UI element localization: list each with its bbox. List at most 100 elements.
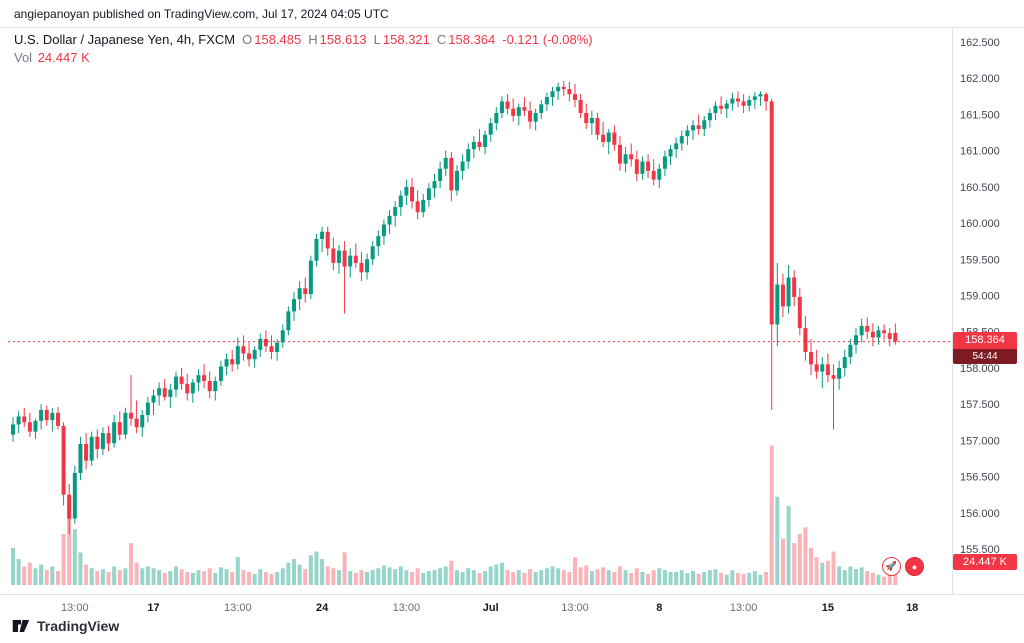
candle-body (72, 472, 77, 519)
volume-bar (106, 571, 111, 585)
volume-bar (674, 571, 679, 585)
volume-bar (145, 566, 150, 585)
candle-body (134, 418, 139, 428)
candle-body (106, 433, 111, 444)
x-axis-label[interactable]: 17 (147, 602, 159, 614)
volume-bar (353, 572, 358, 585)
candle-body (11, 424, 15, 435)
last-price-badge[interactable]: 158.364 (953, 332, 1017, 349)
reaction-bubbles[interactable]: 🚀 ● (882, 557, 924, 576)
volume-bar (460, 571, 465, 585)
low-value: 158.321 (382, 32, 430, 47)
candle-body (157, 388, 162, 396)
candle-body (657, 168, 662, 180)
candle-body (303, 288, 308, 295)
volume-bar (112, 566, 117, 585)
candle-body (730, 98, 735, 104)
volume-bar (752, 571, 757, 585)
volume-bar (713, 569, 718, 585)
x-axis-label[interactable]: 13:00 (393, 602, 421, 614)
dot-reaction-icon[interactable]: ● (905, 557, 924, 576)
volume-bar (544, 568, 549, 585)
volume-bar (707, 570, 712, 585)
y-axis-label[interactable]: 161.500 (960, 109, 1000, 121)
x-axis-label[interactable]: 13:00 (730, 602, 758, 614)
candle-body (533, 112, 538, 122)
y-axis-label[interactable]: 161.000 (960, 146, 1000, 158)
volume-bar (258, 569, 263, 585)
candle-body (359, 262, 364, 273)
volume-bar (797, 533, 802, 585)
y-axis-label[interactable]: 160.000 (960, 218, 1000, 230)
candle-body (544, 97, 549, 105)
y-axis-label[interactable]: 155.500 (960, 544, 1000, 556)
volume-bar (696, 573, 701, 585)
y-axis-label[interactable]: 162.000 (960, 73, 1000, 85)
candle-body (443, 157, 448, 169)
volume-bar (809, 547, 814, 585)
candle-body (292, 299, 296, 312)
candle-body (724, 103, 729, 109)
y-axis-label[interactable]: 156.000 (960, 508, 1000, 520)
y-axis-label[interactable]: 158.000 (960, 363, 1000, 375)
candle-body (713, 105, 718, 113)
candle-body (280, 330, 285, 343)
candle-body (882, 330, 887, 334)
x-axis-label[interactable]: 13:00 (61, 602, 89, 614)
volume-bar (775, 496, 780, 585)
candle-body (466, 149, 471, 162)
volume-bar (359, 570, 364, 585)
candle-body (50, 412, 55, 421)
rocket-reaction-icon[interactable]: 🚀 (882, 557, 901, 576)
volume-bar (387, 567, 392, 585)
volume-value-badge[interactable]: 24.447 K (953, 554, 1017, 570)
y-axis-label[interactable]: 160.500 (960, 182, 1000, 194)
y-axis-label[interactable]: 157.000 (960, 435, 1000, 447)
candle-body (269, 346, 274, 352)
candle-body (719, 105, 724, 109)
tradingview-footer[interactable]: TradingView (12, 617, 119, 635)
open-label: O (242, 32, 253, 47)
candle-body (415, 201, 420, 213)
volume-bar (55, 571, 60, 585)
candle-body (494, 112, 499, 124)
volume-value: 24.447 K (37, 50, 90, 65)
candle-body (471, 141, 476, 150)
volume-bar (735, 572, 740, 585)
x-axis-label[interactable]: 8 (656, 602, 662, 614)
candle-body (224, 359, 229, 367)
candle-body (662, 156, 667, 169)
candle-body (528, 110, 533, 122)
candle-body (623, 154, 628, 164)
candle-body (432, 181, 437, 189)
volume-bar (730, 570, 735, 585)
candle-body (842, 357, 847, 368)
volume-bar (95, 571, 100, 585)
y-axis-label[interactable]: 157.500 (960, 399, 1000, 411)
volume-bar (887, 573, 892, 585)
volume-bar (646, 573, 651, 585)
volume-bar (415, 568, 420, 585)
volume-bar (241, 570, 246, 585)
volume-bar (865, 571, 870, 585)
x-axis-label[interactable]: 13:00 (224, 602, 252, 614)
x-axis-label[interactable]: 13:00 (561, 602, 589, 614)
candle-body (606, 132, 611, 142)
y-axis-label[interactable]: 156.500 (960, 472, 1000, 484)
candle-body (561, 86, 566, 90)
volume-bar (89, 568, 94, 585)
x-axis-label[interactable]: 24 (316, 602, 329, 614)
y-axis-label[interactable]: 159.500 (960, 254, 1000, 266)
last-price-badge-group[interactable]: 158.364 54:44 (953, 332, 1017, 364)
volume-bar (691, 571, 696, 585)
x-axis-label[interactable]: 18 (906, 602, 918, 614)
x-axis-label[interactable]: Jul (483, 602, 499, 614)
y-axis-label[interactable]: 162.500 (960, 37, 1000, 49)
volume-bar (39, 564, 44, 585)
candle-body (460, 161, 465, 171)
y-axis-label[interactable]: 159.000 (960, 291, 1000, 303)
candle-body (370, 246, 375, 260)
x-axis-label[interactable]: 15 (822, 602, 834, 614)
